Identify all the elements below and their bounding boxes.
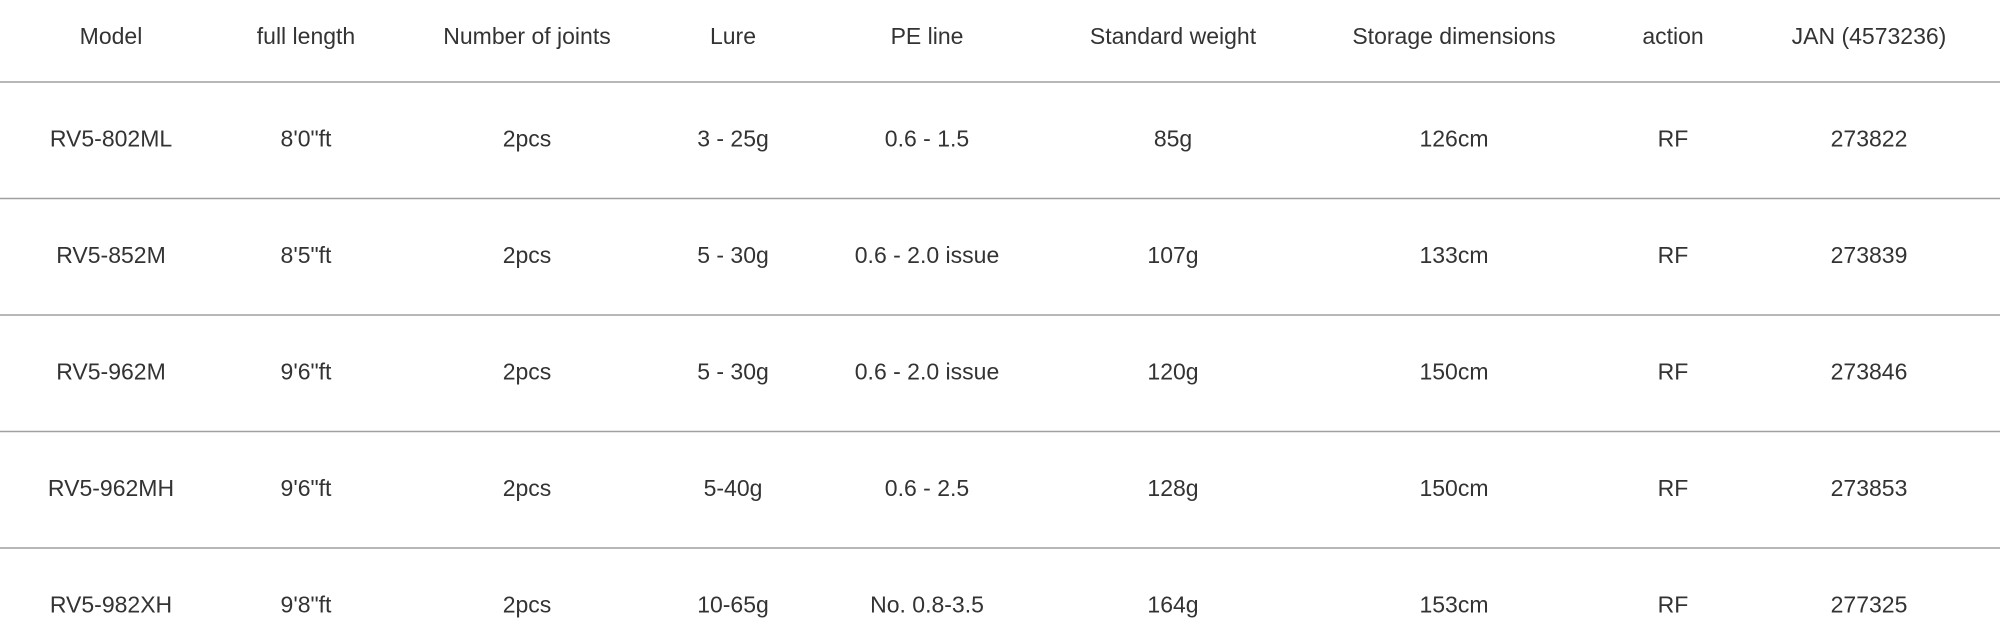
cell: 5 - 30g	[697, 242, 769, 268]
cell: 0.6 - 2.0 issue	[855, 242, 999, 268]
cell: 5 - 30g	[697, 358, 769, 384]
header-cell: Storage dimensions	[1352, 23, 1555, 49]
cell: 2pcs	[503, 358, 552, 384]
cell: 8'0"ft	[281, 125, 333, 151]
cell: 5-40g	[704, 475, 763, 501]
cell: 2pcs	[503, 591, 552, 617]
cell: 3 - 25g	[697, 125, 769, 151]
cell: 277325	[1831, 591, 1908, 617]
cell: 273853	[1831, 475, 1908, 501]
header-cell: full length	[257, 23, 355, 49]
cell: RV5-962M	[56, 358, 166, 384]
cell: 0.6 - 2.5	[885, 475, 969, 501]
header-cell: JAN (4573236)	[1792, 23, 1947, 49]
header-cell: Model	[80, 23, 143, 49]
cell: RV5-962MH	[48, 475, 174, 501]
header-cell: Number of joints	[443, 23, 610, 49]
cell: 0.6 - 2.0 issue	[855, 358, 999, 384]
cell: 128g	[1147, 475, 1198, 501]
cell: 107g	[1147, 242, 1198, 268]
cell: RV5-852M	[56, 242, 166, 268]
cell: RV5-982XH	[50, 591, 172, 617]
cell: 2pcs	[503, 242, 552, 268]
cell: 8'5"ft	[281, 242, 333, 268]
header-cell: PE line	[891, 23, 964, 49]
cell: 2pcs	[503, 125, 552, 151]
cell: 150cm	[1419, 475, 1488, 501]
cell: 9'6"ft	[281, 475, 333, 501]
cell: 273822	[1831, 125, 1908, 151]
cell: 133cm	[1419, 242, 1488, 268]
cell: RF	[1658, 358, 1689, 384]
cell: 9'6"ft	[281, 358, 333, 384]
cell: RF	[1658, 591, 1689, 617]
cell: 120g	[1147, 358, 1198, 384]
cell: RV5-802ML	[50, 125, 173, 151]
cell: 0.6 - 1.5	[885, 125, 969, 151]
cell: 273846	[1831, 358, 1908, 384]
cell: 9'8"ft	[281, 591, 333, 617]
cell: 153cm	[1419, 591, 1488, 617]
header-cell: action	[1642, 23, 1703, 49]
cell: 273839	[1831, 242, 1908, 268]
header-cell: Standard weight	[1090, 23, 1257, 49]
cell: 2pcs	[503, 475, 552, 501]
cell: RF	[1658, 475, 1689, 501]
cell: No. 0.8-3.5	[870, 591, 984, 617]
cell: 164g	[1147, 591, 1198, 617]
cell: RF	[1658, 125, 1689, 151]
cell: 85g	[1154, 125, 1192, 151]
cell: RF	[1658, 242, 1689, 268]
cell: 150cm	[1419, 358, 1488, 384]
header-cell: Lure	[710, 23, 756, 49]
cell: 10-65g	[697, 591, 769, 617]
cell: 126cm	[1419, 125, 1488, 151]
